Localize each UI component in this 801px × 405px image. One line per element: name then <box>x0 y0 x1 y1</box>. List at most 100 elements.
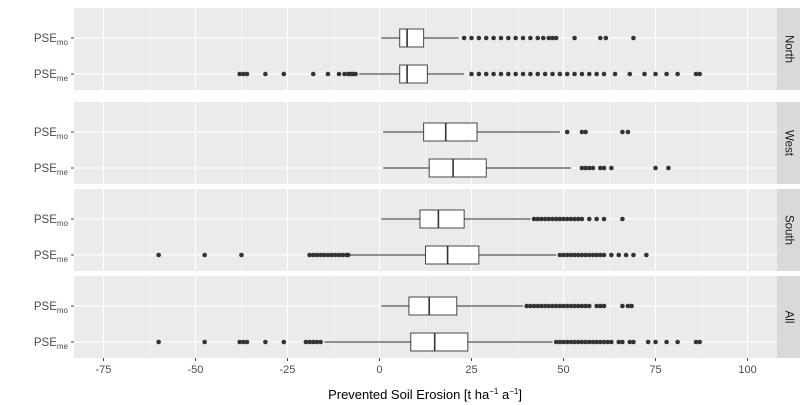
outlier-point <box>539 216 544 222</box>
outlier-point <box>579 339 585 345</box>
outlier-point <box>697 71 703 77</box>
outlier-point <box>535 71 541 77</box>
outlier-point <box>575 303 581 309</box>
outlier-point <box>539 303 544 309</box>
outlier-point <box>579 252 585 258</box>
box-all-mo <box>381 296 634 316</box>
outlier-point <box>568 303 574 309</box>
outlier-point <box>631 339 636 345</box>
outlier-point <box>583 339 588 345</box>
outlier-point <box>307 252 312 258</box>
outlier-point <box>564 129 570 135</box>
outlier-point <box>542 216 548 222</box>
outlier-point <box>616 339 622 345</box>
outlier-point <box>594 216 599 222</box>
outlier-point <box>620 303 625 309</box>
outlier-point <box>572 216 577 222</box>
outlier-point <box>693 71 699 77</box>
outlier-point <box>314 252 320 258</box>
outlier-point <box>535 216 541 222</box>
outlier-point <box>572 303 577 309</box>
outlier-point <box>586 252 592 258</box>
box-iqr <box>419 209 465 229</box>
x-tick-label: -25 <box>280 364 296 376</box>
outlier-point <box>553 303 559 309</box>
outlier-point <box>675 339 680 345</box>
outlier-point <box>329 252 334 258</box>
outlier-point <box>241 339 246 345</box>
outlier-point <box>156 252 161 258</box>
outlier-point <box>336 71 342 77</box>
outlier-point <box>579 303 585 309</box>
outlier-point <box>601 303 607 309</box>
facet-label: North <box>782 35 794 63</box>
outlier-point <box>568 339 574 345</box>
outlier-point <box>568 216 574 222</box>
outlier-point <box>237 339 242 345</box>
outlier-point <box>528 71 533 77</box>
box-iqr <box>410 332 469 352</box>
facet-strip-all: All <box>777 276 800 358</box>
y-category-label: PSEme <box>34 163 69 177</box>
y-category-label: PSEmo <box>34 214 69 228</box>
outlier-point <box>244 339 250 345</box>
outlier-point <box>325 252 331 258</box>
x-tick-label: -50 <box>188 364 204 376</box>
outlier-point <box>625 303 631 309</box>
strip-background <box>777 8 800 90</box>
y-category-label: PSEmo <box>34 301 69 315</box>
outlier-point <box>506 71 511 77</box>
outlier-point <box>631 252 636 258</box>
y-category-label: PSEmo <box>34 33 69 47</box>
outlier-point <box>310 339 316 345</box>
outlier-point <box>345 252 351 258</box>
outlier-point <box>542 303 548 309</box>
outlier-point <box>241 71 246 77</box>
outlier-point <box>590 165 596 171</box>
outlier-point <box>333 252 338 258</box>
facet-panel-north <box>74 8 777 90</box>
outlier-point <box>531 303 537 309</box>
outlier-point <box>535 35 541 41</box>
outlier-point <box>575 252 581 258</box>
outlier-point <box>564 216 570 222</box>
outlier-point <box>590 339 596 345</box>
outlier-point <box>557 216 563 222</box>
outlier-point <box>513 35 518 41</box>
outlier-point <box>586 165 592 171</box>
outlier-point <box>579 71 585 77</box>
box-iqr <box>408 296 458 316</box>
box-iqr <box>428 158 487 178</box>
outlier-point <box>237 71 242 77</box>
box-north-mo <box>381 28 636 48</box>
x-tick-label: 50 <box>557 364 569 376</box>
outlier-point <box>612 71 618 77</box>
outlier-point <box>625 129 631 135</box>
outlier-point <box>645 339 651 345</box>
outlier-point <box>469 71 474 77</box>
outlier-point <box>263 339 268 345</box>
outlier-point <box>644 252 649 258</box>
outlier-point <box>579 129 585 135</box>
y-category-label: PSEme <box>34 337 69 351</box>
outlier-point <box>281 339 287 345</box>
x-tick-label: -75 <box>95 364 111 376</box>
outlier-point <box>594 71 599 77</box>
outlier-point <box>664 71 669 77</box>
box-south-mo <box>381 209 625 229</box>
outlier-point <box>542 71 548 77</box>
outlier-point <box>310 71 316 77</box>
outlier-point <box>601 71 607 77</box>
outlier-point <box>531 216 537 222</box>
outlier-point <box>666 165 671 171</box>
outlier-point <box>520 35 526 41</box>
outlier-point <box>627 339 633 345</box>
outlier-point <box>601 216 607 222</box>
outlier-point <box>594 303 599 309</box>
outlier-point <box>318 252 323 258</box>
outlier-point <box>623 252 629 258</box>
outlier-point <box>586 71 592 77</box>
outlier-point <box>491 71 496 77</box>
outlier-point <box>506 35 511 41</box>
